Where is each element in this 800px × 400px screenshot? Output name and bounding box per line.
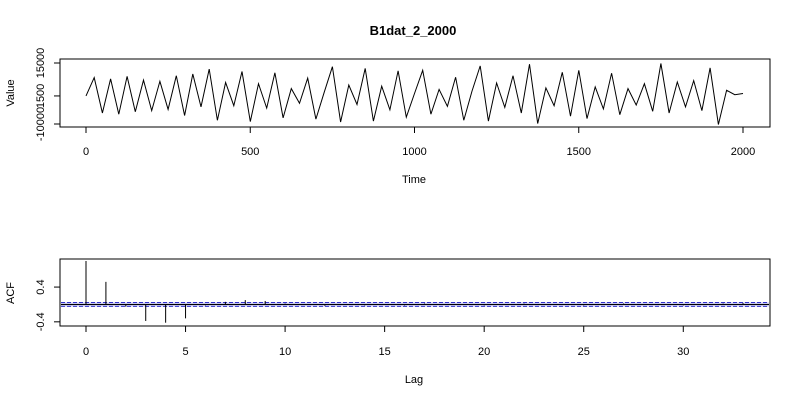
- acf-xtick-label: 0: [83, 346, 89, 358]
- time-series-xtick-label: 500: [241, 146, 259, 158]
- time-series-ytick-label: 1500: [35, 84, 47, 108]
- acf-layer: 0 5 10 15 20 25 30 -0.4 0.4: [35, 261, 769, 358]
- acf-ylabel: ACF: [5, 282, 17, 304]
- acf-xtick-label: 5: [182, 346, 188, 358]
- acf-xtick-label: 30: [677, 346, 689, 358]
- acf-xtick-label: 25: [578, 346, 590, 358]
- time-series-xlabel: Time: [402, 174, 426, 186]
- acf-xlabel: Lag: [405, 374, 423, 386]
- time-series-ylabel: Value: [5, 79, 17, 106]
- acf-ytick-label: 0.4: [35, 279, 47, 294]
- acf-plot-frame: [59, 258, 771, 327]
- time-series-ytick-label: -10000: [35, 107, 47, 141]
- time-series-xtick-label: 1000: [402, 146, 426, 158]
- acf-xtick-label: 20: [478, 346, 490, 358]
- acf-xtick-label: 10: [279, 346, 291, 358]
- time-series-xtick-label: 1500: [567, 146, 591, 158]
- chart-title: B1dat_2_2000: [370, 23, 457, 38]
- acf-xtick-label: 15: [379, 346, 391, 358]
- time-series-ytick-label: 15000: [35, 48, 47, 79]
- time-series-xtick-label: 2000: [731, 146, 755, 158]
- time-series-line: [85, 63, 744, 125]
- acf-ytick-label: -0.4: [35, 312, 47, 331]
- time-series-xtick-label: 0: [83, 146, 89, 158]
